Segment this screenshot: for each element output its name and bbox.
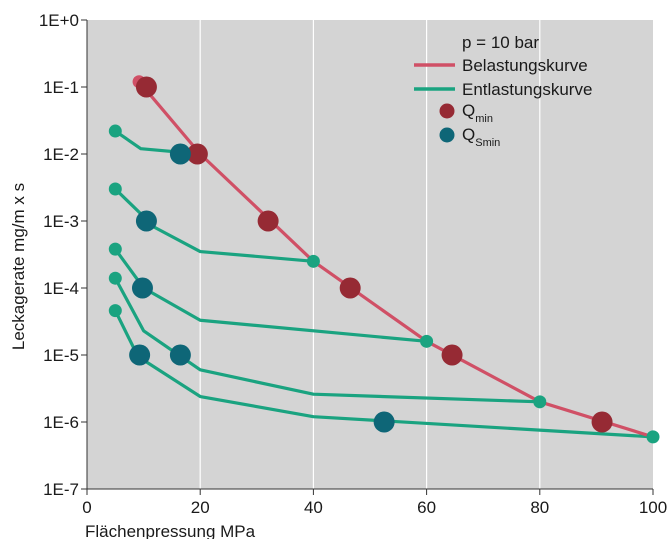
- q-smin-marker: [373, 411, 395, 433]
- legend-label: Belastungskurve: [462, 56, 588, 75]
- curve-point-marker: [108, 182, 122, 196]
- q-min-marker: [257, 210, 279, 232]
- plot-area: [87, 20, 653, 489]
- y-tick-label: 1E-6: [43, 413, 79, 432]
- q-smin-marker: [169, 143, 191, 165]
- legend-swatch-dot: [439, 127, 455, 143]
- q-min-marker: [135, 76, 157, 98]
- legend-swatch-dot: [439, 103, 455, 119]
- q-min-marker: [186, 143, 208, 165]
- y-tick-label: 1E-1: [43, 78, 79, 97]
- legend-subscript: min: [475, 113, 493, 125]
- y-tick-label: 1E-2: [43, 145, 79, 164]
- x-tick-label: 100: [639, 498, 667, 517]
- y-tick-label: 1E-4: [43, 279, 79, 298]
- curve-point-marker: [108, 271, 122, 285]
- q-smin-marker: [129, 344, 151, 366]
- x-tick-label: 60: [417, 498, 436, 517]
- curve-point-marker: [646, 430, 660, 444]
- y-axis-title: Leckagerate mg/m x s: [9, 183, 28, 350]
- unloading-curve-line: [114, 248, 427, 343]
- legend-header: p = 10 bar: [462, 33, 539, 52]
- curve-point-marker: [108, 124, 122, 138]
- curve-point-marker: [108, 304, 122, 318]
- unloading-curve-line: [113, 309, 654, 439]
- loading-curve-line: [137, 80, 654, 439]
- q-smin-marker: [169, 344, 191, 366]
- y-tick-label: 1E-3: [43, 212, 79, 231]
- y-tick-label: 1E+0: [39, 11, 79, 30]
- x-axis-title: Flächenpressung MPa: [85, 522, 256, 539]
- legend-label: Entlastungskurve: [462, 80, 592, 99]
- x-tick-label: 40: [304, 498, 323, 517]
- q-smin-marker: [131, 277, 153, 299]
- unloading-curve-line: [113, 277, 540, 404]
- q-min-marker: [591, 411, 613, 433]
- x-tick-label: 0: [82, 498, 91, 517]
- curve-point-marker: [420, 334, 434, 348]
- unloading-curve-line: [114, 187, 314, 263]
- curve-point-marker: [108, 242, 122, 256]
- y-tick-label: 1E-5: [43, 346, 79, 365]
- x-tick-label: 80: [530, 498, 549, 517]
- q-min-marker: [339, 277, 361, 299]
- legend-subscript: Smin: [475, 137, 500, 149]
- x-tick-label: 20: [191, 498, 210, 517]
- curve-point-marker: [306, 254, 320, 268]
- curve-point-marker: [533, 395, 547, 409]
- y-tick-label: 1E-7: [43, 480, 79, 499]
- q-min-marker: [441, 344, 463, 366]
- q-smin-marker: [135, 210, 157, 232]
